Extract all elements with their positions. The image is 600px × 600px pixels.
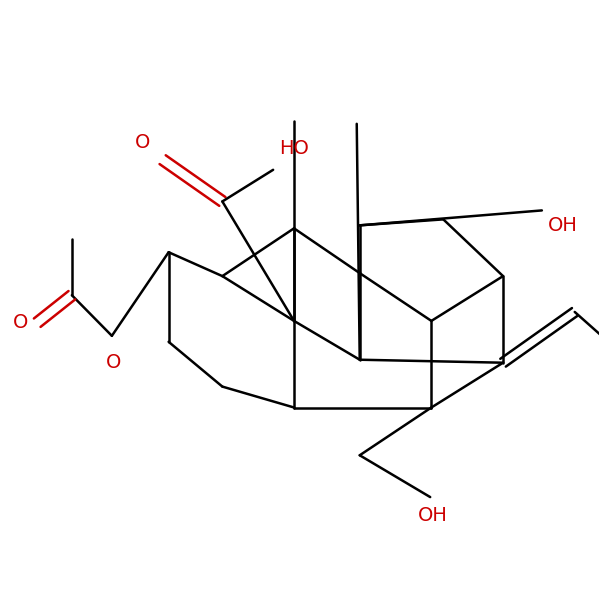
Text: O: O: [13, 313, 28, 332]
Text: O: O: [136, 133, 151, 152]
Text: OH: OH: [418, 506, 448, 525]
Text: HO: HO: [279, 139, 309, 158]
Text: O: O: [106, 353, 121, 371]
Text: OH: OH: [548, 217, 578, 235]
